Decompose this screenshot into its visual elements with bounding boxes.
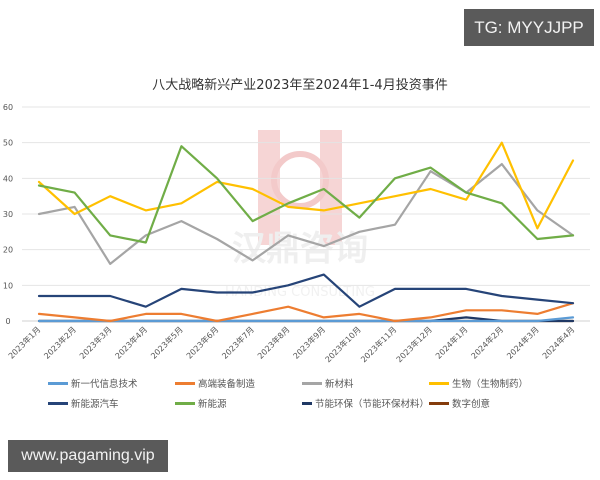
svg-text:2024年2月: 2024年2月 (469, 324, 505, 360)
svg-text:20: 20 (3, 246, 13, 255)
legend-item: 新材料 (302, 376, 429, 390)
svg-text:2023年4月: 2023年4月 (113, 324, 149, 360)
legend-swatch-icon (429, 381, 449, 385)
svg-text:2023年10月: 2023年10月 (323, 324, 363, 364)
svg-text:2024年4月: 2024年4月 (540, 324, 576, 360)
legend-swatch-icon (302, 381, 322, 385)
legend-item: 节能环保（节能环保材料） (302, 396, 429, 410)
legend-item: 生物（生物制药） (429, 376, 556, 390)
legend-swatch-icon (429, 401, 449, 405)
legend-row-1: 新一代信息技术 高端装备制造 新材料 生物（生物制药） (48, 373, 588, 393)
x-axis-ticks: 2023年1月 2023年2月 2023年3月 2023年4月 2023年5月 2023年… (6, 324, 576, 364)
legend-swatch-icon (175, 401, 195, 405)
website-badge: www.pagaming.vip (8, 440, 168, 472)
svg-text:30: 30 (3, 210, 13, 219)
chart-legend: 新一代信息技术 高端装备制造 新材料 生物（生物制药） 新能源汽车 新能源 节能… (48, 373, 588, 413)
svg-text:50: 50 (3, 139, 13, 148)
svg-text:汉鼎咨询: 汉鼎咨询 (232, 229, 368, 269)
watermark-logo: 汉鼎咨询 HANDING CONSULTING (225, 130, 375, 300)
svg-text:2023年7月: 2023年7月 (220, 324, 256, 360)
legend-item: 新能源 (175, 396, 302, 410)
legend-swatch-icon (175, 381, 195, 385)
y-axis-ticks: 0 10 20 30 40 50 60 (3, 103, 13, 326)
legend-item: 数字创意 (429, 396, 556, 410)
svg-text:2023年5月: 2023年5月 (148, 324, 184, 360)
svg-text:2024年3月: 2024年3月 (504, 324, 540, 360)
legend-swatch-icon (302, 401, 312, 405)
chart-series (37, 141, 575, 323)
svg-text:10: 10 (3, 281, 13, 290)
svg-text:HANDING CONSULTING: HANDING CONSULTING (225, 285, 375, 300)
svg-text:2023年3月: 2023年3月 (77, 324, 113, 360)
line-chart: 汉鼎咨询 HANDING CONSULTING 0 10 20 30 40 50 60 202… (3, 103, 590, 364)
svg-text:60: 60 (3, 103, 13, 112)
svg-text:2023年12月: 2023年12月 (394, 324, 434, 364)
legend-item: 新一代信息技术 (48, 376, 175, 390)
svg-text:2023年1月: 2023年1月 (6, 324, 42, 360)
legend-swatch-icon (48, 401, 68, 405)
legend-row-2: 新能源汽车 新能源 节能环保（节能环保材料） 数字创意 (48, 393, 588, 413)
svg-text:2023年6月: 2023年6月 (184, 324, 220, 360)
legend-item: 新能源汽车 (48, 396, 175, 410)
chart-title: 八大战略新兴产业2023年至2024年1-4月投资事件 (152, 78, 448, 93)
svg-text:0: 0 (5, 317, 10, 326)
svg-text:2023年2月: 2023年2月 (42, 324, 78, 360)
svg-text:2023年9月: 2023年9月 (291, 324, 327, 360)
legend-swatch-icon (48, 381, 68, 385)
svg-text:2023年11月: 2023年11月 (358, 324, 398, 364)
svg-text:2023年8月: 2023年8月 (255, 324, 291, 360)
legend-item: 高端装备制造 (175, 376, 302, 390)
svg-text:2024年1月: 2024年1月 (433, 324, 469, 360)
telegram-badge: TG: MYYJJPP (464, 9, 594, 46)
svg-text:40: 40 (3, 174, 13, 183)
